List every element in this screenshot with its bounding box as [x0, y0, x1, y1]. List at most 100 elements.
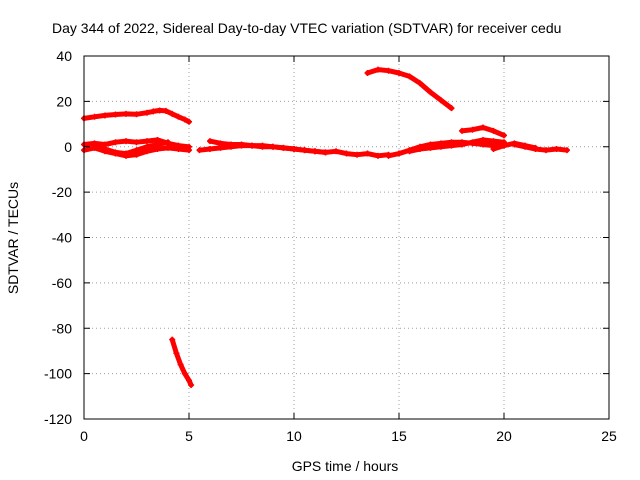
data-point [123, 138, 129, 145]
data-point [175, 146, 182, 153]
data-point [156, 107, 163, 114]
data-point [427, 89, 434, 96]
data-layer [81, 66, 570, 388]
data-point [469, 139, 476, 146]
data-point [448, 105, 455, 112]
data-point [459, 127, 465, 134]
data-point [385, 67, 392, 74]
data-point [375, 66, 381, 73]
data-point [532, 144, 539, 151]
data-point [144, 109, 150, 116]
data-point [501, 132, 507, 139]
data-point [123, 110, 129, 117]
data-point [91, 143, 98, 150]
data-point [102, 146, 108, 153]
chart-title: Day 344 of 2022, Sidereal Day-to-day VTE… [52, 20, 561, 36]
x-tick-label: 5 [185, 428, 193, 444]
data-point [181, 116, 188, 123]
x-axis-label: GPS time / hours [292, 458, 399, 474]
data-point [207, 138, 213, 145]
y-tick-label: -20 [52, 184, 72, 200]
data-point [112, 149, 119, 156]
data-point [354, 151, 360, 158]
data-point [207, 146, 213, 153]
data-point [343, 150, 350, 157]
data-point [427, 144, 434, 151]
data-point [291, 146, 297, 153]
data-point [259, 142, 266, 149]
y-tick-label: 40 [56, 48, 72, 64]
data-point [123, 150, 129, 157]
data-point [469, 126, 476, 133]
data-point [364, 150, 371, 157]
data-point [270, 143, 276, 150]
series-arc-h [407, 137, 507, 154]
data-point [133, 139, 140, 146]
data-point [417, 146, 423, 153]
data-point [188, 381, 195, 388]
data-point [406, 73, 413, 80]
data-point [175, 113, 182, 120]
data-point [280, 144, 287, 151]
data-point [154, 141, 161, 148]
data-point [543, 147, 549, 154]
data-point [112, 111, 119, 118]
data-point [238, 141, 245, 148]
x-tick-label: 20 [496, 428, 512, 444]
data-point [186, 118, 192, 125]
y-axis-label: SDTVAR / TECUs [5, 182, 21, 294]
data-point [144, 138, 150, 145]
y-tick-label: 20 [56, 93, 72, 109]
tick-layer: 0 5 10 15 20 25 -120 -100 -80 -60 -40 -20 0 20 40 [44, 48, 617, 444]
x-tick-label: 25 [601, 428, 617, 444]
data-point [165, 139, 171, 146]
y-tick-label: -60 [52, 275, 72, 291]
data-point [133, 111, 140, 118]
data-point [480, 124, 486, 131]
data-point [301, 147, 308, 154]
y-tick-label: -40 [52, 230, 72, 246]
data-point [173, 350, 180, 357]
data-point [448, 142, 455, 149]
data-point [112, 139, 119, 146]
data-point [196, 147, 203, 154]
data-point [438, 143, 444, 150]
data-point [564, 147, 570, 154]
y-tick-label: -100 [44, 366, 72, 382]
data-point [102, 112, 108, 119]
x-tick-label: 0 [80, 428, 88, 444]
data-point [249, 142, 255, 149]
data-point [186, 147, 192, 154]
y-tick-label: 0 [64, 139, 72, 155]
data-point [364, 70, 371, 77]
data-point [480, 136, 486, 143]
data-point [553, 146, 560, 153]
data-point [133, 147, 140, 154]
data-point [417, 80, 423, 87]
data-point [333, 148, 339, 155]
data-point [169, 336, 176, 343]
data-point [459, 141, 465, 148]
data-point [169, 110, 176, 117]
data-point [490, 127, 497, 134]
data-point [522, 142, 528, 149]
data-point [396, 150, 402, 157]
data-point [177, 361, 184, 368]
data-point [501, 142, 507, 149]
x-tick-label: 15 [391, 428, 407, 444]
data-point [186, 377, 192, 384]
y-tick-label: -80 [52, 320, 72, 336]
data-point [511, 140, 518, 147]
data-point [162, 107, 169, 114]
data-point [165, 144, 171, 151]
data-point [385, 152, 392, 159]
data-point [228, 141, 234, 148]
data-point [144, 143, 150, 150]
data-point [406, 148, 413, 155]
data-point [322, 149, 329, 156]
x-tick-label: 10 [286, 428, 302, 444]
data-point [396, 70, 402, 77]
data-point [312, 148, 318, 155]
